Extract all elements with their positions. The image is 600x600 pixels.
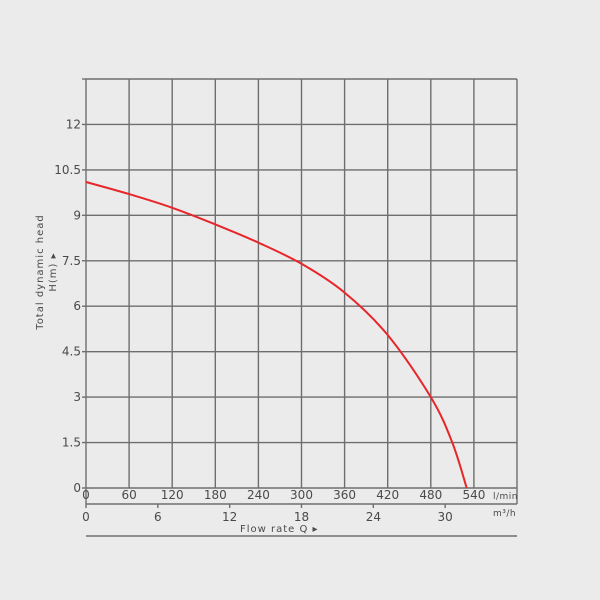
y-tick-label: 4.5	[62, 345, 81, 359]
x-tick-label-lmin: 120	[161, 488, 184, 502]
x-tick-label-lmin: 540	[462, 488, 485, 502]
x-tick-label-m3h: 18	[294, 510, 309, 524]
curve-layer	[85, 181, 468, 489]
y-tick-label: 10.5	[54, 163, 81, 177]
x-tick-label-lmin: 360	[333, 488, 356, 502]
x-tick-label-lmin: 240	[247, 488, 270, 502]
x-tick-labels-m3h: 0 6 12 18 24 30	[82, 510, 453, 524]
x-unit-lmin: l/min	[493, 492, 518, 502]
y-axis-label-line1: Total dynamic head	[35, 214, 46, 330]
y-tick-label: 7.5	[62, 254, 81, 268]
y-tick-label: 0	[73, 481, 81, 495]
x-tick-label-m3h: 12	[222, 510, 237, 524]
y-axis-label-line2: H(m) ▸	[48, 252, 59, 291]
x-unit-m3h: m³/h	[493, 509, 516, 519]
y-tick-label: 9	[73, 208, 81, 222]
x-tick-label-lmin: 180	[204, 488, 227, 502]
grid	[82, 78, 518, 537]
x-tick-label-m3h: 30	[438, 510, 453, 524]
x-tick-labels-lmin: 0 60 120 180 240 300 360 420 480 540	[82, 488, 485, 502]
y-tick-label: 1.5	[62, 436, 81, 450]
y-tick-label: 12	[66, 117, 81, 131]
x-tick-label-lmin: 480	[419, 488, 442, 502]
x-tick-label-lmin: 420	[376, 488, 399, 502]
pump-curve-line	[85, 181, 468, 489]
y-tick-label: 6	[73, 299, 81, 313]
x-tick-label-lmin: 300	[290, 488, 313, 502]
x-tick-label-lmin: 0	[82, 488, 90, 502]
y-tick-label: 3	[73, 390, 81, 404]
y-tick-labels: 0 1.5 3 4.5 6 7.5 9 10.5 12	[54, 117, 81, 495]
x-tick-label-m3h: 6	[154, 510, 162, 524]
x-tick-label-m3h: 0	[82, 510, 90, 524]
x-tick-label-lmin: 60	[121, 488, 136, 502]
x-axis-label: Flow rate Q ▸	[240, 524, 319, 535]
x-tick-label-m3h: 24	[366, 510, 381, 524]
